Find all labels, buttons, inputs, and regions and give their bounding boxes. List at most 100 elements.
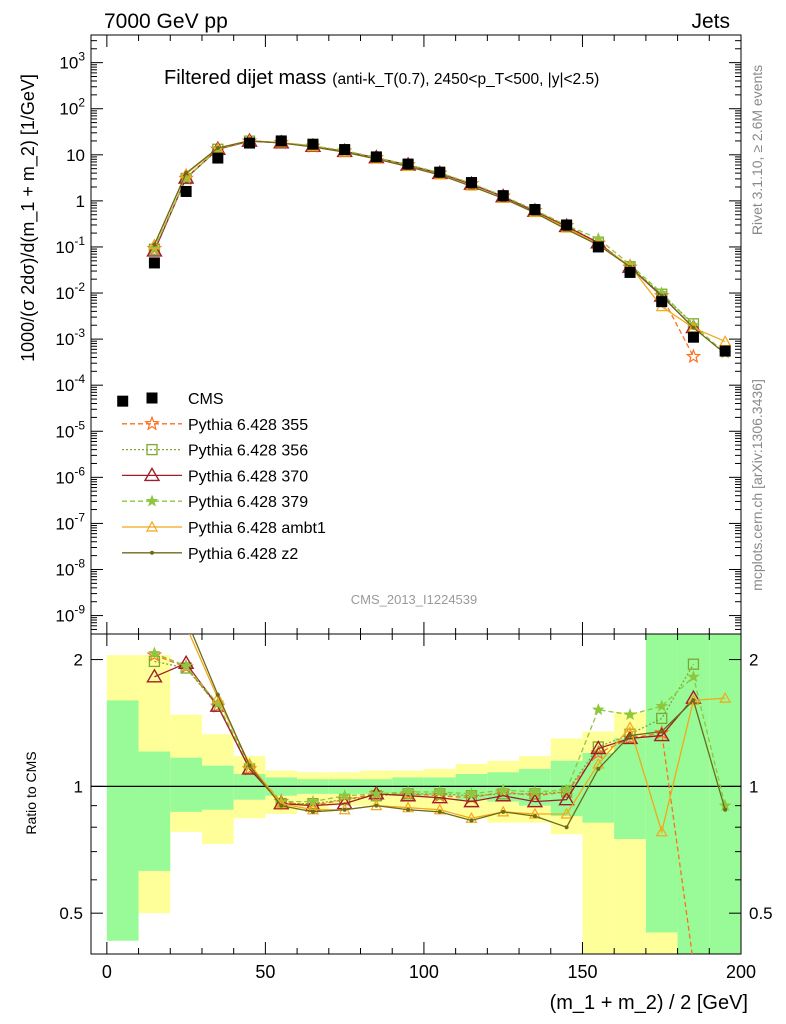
legend-marker-ambt1: [145, 520, 159, 532]
series-point-z2: [691, 325, 696, 330]
y-tick-label: 10-4: [55, 372, 85, 395]
ratio-curves: [146, 614, 732, 954]
series-point-z2: [184, 171, 189, 176]
ratio-point-z2: [374, 803, 379, 808]
ratio-tick-label-right: 2: [749, 651, 758, 670]
ratio-point-z2: [659, 729, 664, 734]
ratio-point-p370: [526, 793, 544, 808]
data-point: [212, 152, 224, 164]
ratio-point-p379: [338, 789, 351, 802]
ratio-point-z2: [247, 763, 252, 768]
header-type: Jets: [691, 10, 730, 33]
data-point: [148, 257, 160, 269]
y-tick-label: 10-1: [55, 234, 85, 257]
y-tick-label: 10: [66, 146, 85, 165]
y-tick-label: 10-6: [55, 464, 85, 487]
band-stat-bin: [106, 700, 139, 941]
ratio-line-p370: [154, 662, 694, 807]
ratio-tick-label: 1: [74, 777, 83, 796]
legend-marker-p356: [146, 443, 158, 456]
band-stat-bin: [709, 634, 741, 954]
ratio-point-z2: [152, 617, 156, 621]
data-point: [180, 185, 192, 197]
ratio-point-p370: [273, 795, 290, 810]
ratio-point-ambt1: [655, 825, 668, 837]
ratio-point-p379: [433, 785, 447, 798]
band-stat-bin: [677, 634, 710, 954]
band-stat-bin: [614, 738, 646, 840]
data-point: [117, 395, 129, 407]
ratio-point-z2: [279, 803, 284, 808]
ratio-point-p379: [148, 646, 161, 659]
ratio-point-p356: [148, 655, 161, 668]
data-point: [624, 266, 636, 278]
legend-label-p370: Pythia 6.428 370: [188, 468, 308, 485]
ratio-point-p370: [146, 668, 163, 683]
legend-label-z2: Pythia 6.428 z2: [188, 546, 298, 563]
legend-marker-p355: [144, 415, 160, 431]
ratio-point-z2: [564, 825, 569, 830]
ratio-point-z2: [310, 809, 315, 814]
legend: CMS Pythia 6.428 355 Pythia 6.428 356 Pythi…: [122, 391, 326, 563]
plot-title-main: Filtered dijet mass: [164, 67, 326, 89]
ratio-point-z2: [469, 818, 474, 823]
rivet-label: Rivet 3.1.10, ≥ 2.6M events: [749, 65, 765, 235]
x-tick-label: 200: [726, 962, 756, 982]
ratio-line-p355: [154, 654, 693, 954]
legend-label-p355: Pythia 6.428 355: [188, 417, 308, 434]
legend-marker-p370: [143, 467, 161, 482]
series-line-p355: [153, 140, 695, 357]
ratio-point-z2: [628, 733, 633, 738]
ratio-point-p370: [399, 787, 417, 802]
legend-marker-z2: [150, 550, 154, 555]
ratio-point-p379: [401, 785, 415, 798]
x-tick-label: 0: [102, 962, 112, 982]
series-point-p370: [146, 242, 163, 257]
y-tick-label: 102: [59, 96, 85, 119]
data-point: [307, 138, 319, 150]
ratio-point-ambt1: [149, 614, 159, 623]
y-axis-label: 1000/(σ 2dσ)/d(m_1 + m_2) [1/GeV]: [18, 74, 39, 362]
ratio-point-p379: [465, 787, 478, 800]
data-point: [719, 345, 731, 357]
ratio-frame: [90, 633, 742, 955]
legend-marker-data: [146, 392, 158, 404]
ratio-point-z2: [437, 809, 442, 814]
axes: 0 50 100 150 200 10-9 10-8 10-7 10-6 10-5 10-4 10-3…: [55, 34, 773, 982]
ratio-point-z2: [184, 617, 188, 621]
data-point: [687, 331, 699, 343]
x-tick-label: 100: [409, 962, 439, 982]
ratio-point-p379: [592, 703, 605, 716]
y-tick-label: 10-7: [55, 510, 85, 533]
legend-label-data: CMS: [188, 391, 224, 408]
data-point: [275, 135, 287, 147]
ratio-point-ambt1: [497, 805, 510, 817]
ratio-point-p370: [558, 791, 575, 806]
ratio-point-ambt1: [181, 621, 191, 630]
data-point: [402, 158, 414, 170]
plot-title-cuts: (anti-k_T(0.7), 2450<p_T<500, |y|<2.5): [332, 71, 599, 88]
series-point-p379: [592, 231, 605, 244]
ratio-bands: [106, 634, 741, 954]
x-axis-label: (m_1 + m_2) / 2 [GeV]: [550, 992, 748, 1014]
ratio-point-z2: [691, 698, 696, 703]
mcplots-label: mcplots.cern.ch [arXiv:1306.3436]: [749, 379, 765, 591]
ratio-point-p379: [179, 659, 193, 672]
ratio-point-p356: [656, 712, 668, 725]
ratio-tick-label: 2: [74, 651, 83, 670]
ratio-point-ambt1: [719, 691, 732, 703]
y-tick-label: 10-8: [55, 556, 85, 579]
series-point-ambt1: [148, 238, 161, 250]
ratio-point-p379: [687, 670, 700, 683]
ratio-tick-label-right: 0.5: [749, 904, 773, 923]
data-point: [592, 241, 604, 253]
series-point-z2: [152, 242, 157, 247]
ratio-point-p370: [653, 727, 670, 742]
band-stat-bin: [645, 634, 678, 933]
ratio-point-p370: [590, 740, 607, 755]
legend-label-p356: Pythia 6.428 356: [188, 443, 308, 460]
data-point: [561, 219, 573, 231]
ratio-point-ambt1: [243, 757, 256, 769]
ratio-tick-label: 0.5: [59, 904, 83, 923]
data-point: [244, 137, 256, 149]
